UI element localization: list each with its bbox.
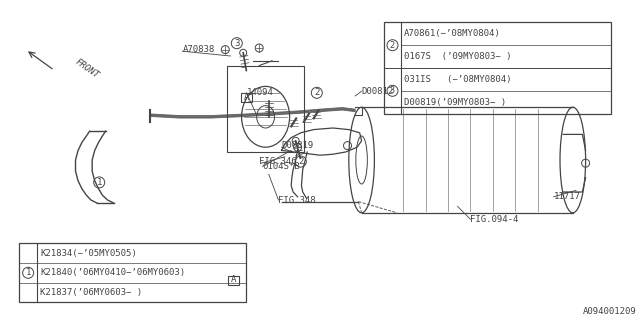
Bar [384,22,611,114]
Text: 0104S*B: 0104S*B [262,162,300,171]
Text: K21837(’06MY0603− ): K21837(’06MY0603− ) [40,288,142,297]
Text: FIG.346: FIG.346 [259,157,297,166]
Bar [241,93,252,102]
Text: 3: 3 [234,39,239,48]
Text: A70861(−’08MY0804): A70861(−’08MY0804) [404,29,500,38]
Text: 1: 1 [97,178,102,187]
Text: A70838: A70838 [182,45,214,54]
Bar [19,243,246,302]
Text: 2: 2 [314,88,319,97]
Text: D00819: D00819 [282,141,314,150]
Text: FIG.094-4: FIG.094-4 [470,215,519,224]
Text: A: A [231,276,236,284]
Text: 0167S  (’09MY0803− ): 0167S (’09MY0803− ) [404,52,511,61]
Text: 2: 2 [298,157,303,166]
Bar [227,66,304,152]
Text: 3: 3 [390,86,395,95]
Text: D00819(’09MY0803− ): D00819(’09MY0803− ) [404,98,506,107]
Text: K21834(−’05MY0505): K21834(−’05MY0505) [40,249,137,258]
Text: 031IS   (−’08MY0804): 031IS (−’08MY0804) [404,75,511,84]
Text: A094001209: A094001209 [583,308,637,316]
Text: 11717: 11717 [554,192,580,201]
Text: 14094: 14094 [246,88,273,97]
Text: A: A [244,93,249,102]
Text: FRONT: FRONT [74,57,100,80]
Bar [228,276,239,284]
Text: D00812: D00812 [362,87,394,96]
Text: 2: 2 [390,41,395,50]
Text: K21840(’06MY0410−’06MY0603): K21840(’06MY0410−’06MY0603) [40,268,186,277]
Text: 1: 1 [26,268,31,277]
Text: FIG.348: FIG.348 [278,196,316,204]
